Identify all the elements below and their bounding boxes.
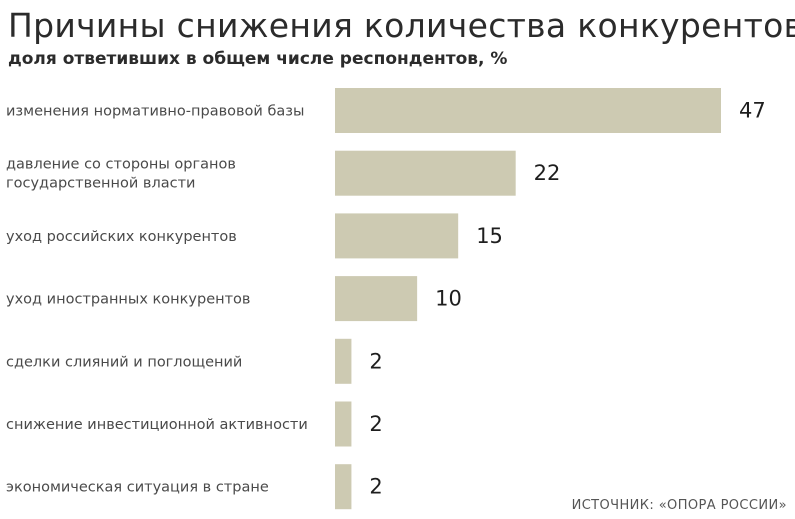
source-note: ИСТОЧНИК: «ОПОРА РОССИИ» <box>571 498 787 513</box>
value-label-1: 22 <box>534 161 561 185</box>
bar-2 <box>335 213 459 259</box>
value-label-3: 10 <box>435 287 462 311</box>
category-label-6: экономическая ситуация в стране <box>6 480 269 496</box>
value-label-2: 15 <box>476 224 503 248</box>
bar-6 <box>335 464 352 510</box>
category-label-4: сделки слияний и поглощений <box>6 354 242 370</box>
chart-title: Причины снижения количества конкурентов <box>8 6 795 45</box>
bar-3 <box>335 276 418 322</box>
category-label-2: уход российских конкурентов <box>6 229 237 245</box>
chart-subtitle: доля ответивших в общем числе респондент… <box>8 49 508 69</box>
bar-5 <box>335 401 352 447</box>
category-label-5: снижение инвестиционной активности <box>6 417 308 433</box>
category-label-1-0: давление со стороны органов <box>6 157 236 173</box>
value-label-6: 2 <box>369 475 382 499</box>
category-label-0: изменения нормативно-правовой базы <box>6 104 304 120</box>
category-label-3: уход иностранных конкурентов <box>6 292 250 308</box>
bar-4 <box>335 338 352 384</box>
bar-0 <box>335 88 721 133</box>
value-label-0: 47 <box>739 99 766 123</box>
value-label-5: 2 <box>369 412 382 436</box>
bar-1 <box>335 150 516 196</box>
value-label-4: 2 <box>369 349 382 373</box>
category-label-1-1: государственной власти <box>6 176 195 192</box>
